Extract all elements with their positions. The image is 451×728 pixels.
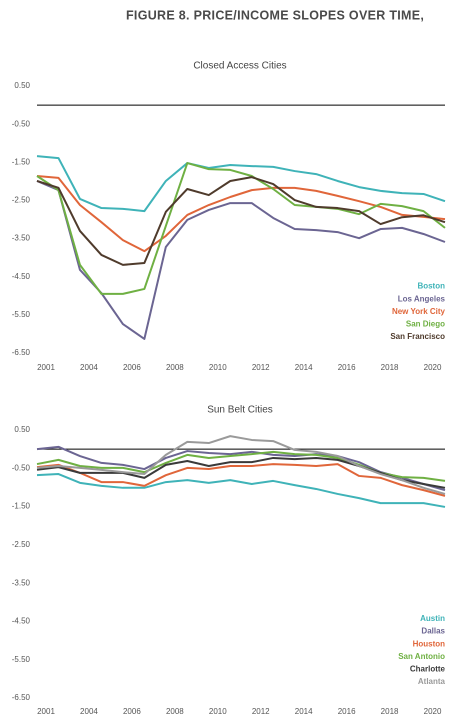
x-tick-label: 2006 xyxy=(123,363,141,372)
series-line xyxy=(36,155,446,213)
chart-title: Closed Access Cities xyxy=(193,61,286,72)
x-tick-label: 2010 xyxy=(209,707,227,716)
legend-label: San Diego xyxy=(406,320,445,329)
y-tick-label: -5.50 xyxy=(12,310,31,319)
x-tick-label: 2006 xyxy=(123,707,141,716)
legend-label: Houston xyxy=(413,639,446,648)
series-line xyxy=(36,463,446,497)
series-line xyxy=(36,435,446,495)
x-tick-label: 2004 xyxy=(80,707,98,716)
y-tick-label: -5.50 xyxy=(12,655,31,664)
y-tick-label: -6.50 xyxy=(12,348,31,357)
y-tick-label: -4.50 xyxy=(12,617,31,626)
x-tick-label: 2016 xyxy=(338,707,356,716)
y-tick-label: 0.50 xyxy=(14,81,30,90)
legend-label: Charlotte xyxy=(410,665,446,674)
y-tick-label: -1.50 xyxy=(12,157,31,166)
x-tick-label: 2012 xyxy=(252,363,270,372)
y-tick-label: -0.50 xyxy=(12,119,31,128)
x-tick-label: 2004 xyxy=(80,363,98,372)
x-tick-label: 2016 xyxy=(338,363,356,372)
x-tick-label: 2008 xyxy=(166,707,184,716)
x-tick-label: 2001 xyxy=(37,707,55,716)
y-tick-label: -0.50 xyxy=(12,463,31,472)
series-line xyxy=(36,445,446,492)
legend-label: Dallas xyxy=(421,627,445,636)
y-tick-label: -6.50 xyxy=(12,693,31,702)
legend-label: Austin xyxy=(420,614,445,623)
x-tick-label: 2018 xyxy=(381,363,399,372)
chart-title: Sun Belt Cities xyxy=(207,405,273,416)
legend-label: San Antonio xyxy=(398,652,445,661)
y-tick-label: 0.50 xyxy=(14,425,30,434)
x-tick-label: 2020 xyxy=(424,707,442,716)
y-tick-label: -4.50 xyxy=(12,272,31,281)
y-tick-label: -3.50 xyxy=(12,578,31,587)
series-line xyxy=(36,180,446,340)
y-tick-label: -1.50 xyxy=(12,502,31,511)
legend-label: New York City xyxy=(392,307,446,316)
x-tick-label: 2010 xyxy=(209,363,227,372)
series-line xyxy=(36,176,446,266)
x-tick-label: 2001 xyxy=(37,363,55,372)
figure-title: FIGURE 8. PRICE/INCOME SLOPES OVER TIME, xyxy=(126,8,424,22)
legend-label: Atlanta xyxy=(418,677,446,686)
x-tick-label: 2012 xyxy=(252,707,270,716)
x-tick-label: 2008 xyxy=(166,363,184,372)
y-tick-label: -3.50 xyxy=(12,234,31,243)
series-line xyxy=(36,162,446,295)
x-tick-label: 2020 xyxy=(424,363,442,372)
legend-label: San Francisco xyxy=(390,332,445,341)
series-line xyxy=(36,175,446,253)
x-tick-label: 2014 xyxy=(295,363,313,372)
x-tick-label: 2018 xyxy=(381,707,399,716)
y-tick-label: -2.50 xyxy=(12,196,31,205)
series-line xyxy=(36,473,446,508)
x-tick-label: 2014 xyxy=(295,707,313,716)
y-tick-label: -2.50 xyxy=(12,540,31,549)
legend-label: Los Angeles xyxy=(398,294,446,303)
legend-label: Boston xyxy=(417,282,445,291)
